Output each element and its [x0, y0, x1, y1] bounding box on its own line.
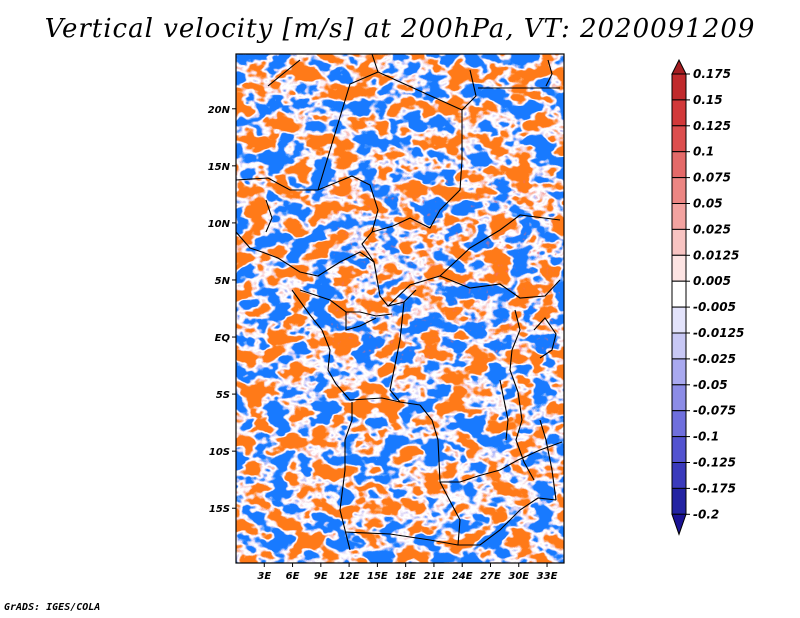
colorbar-swatch: [671, 73, 687, 101]
map-frame: [235, 53, 565, 564]
colorbar-swatch: [671, 410, 687, 438]
lon-tick-label: 30E: [508, 571, 529, 582]
lon-tick-label: 18E: [395, 571, 416, 582]
colorbar-label: -0.075: [693, 404, 736, 418]
colorbar-bottom-arrow: [671, 513, 687, 536]
lat-tick-label: 15N: [208, 162, 231, 173]
lat-tick-label: 10N: [208, 219, 231, 230]
colorbar-label: 0.025: [693, 222, 731, 236]
colorbar-swatch: [671, 358, 687, 386]
colorbar-label: 0.125: [693, 119, 731, 133]
footer-credit: GrADS: IGES/COLA: [4, 602, 101, 613]
lat-tick-label: 20N: [208, 105, 231, 116]
lat-tick-label: 10S: [209, 447, 230, 458]
colorbar-swatch: [671, 99, 687, 127]
lon-tick-label: 6E: [286, 571, 300, 582]
colorbar-label: 0.0125: [693, 248, 739, 262]
colorbar-swatch: [671, 384, 687, 412]
colorbar-label: -0.025: [693, 352, 736, 366]
colorbar-swatch: [671, 254, 687, 282]
lon-tick-label: 21E: [424, 571, 445, 582]
colorbar-label: -0.05: [693, 378, 728, 392]
colorbar-label: 0.05: [693, 197, 723, 211]
lat-tick-label: 5S: [216, 390, 230, 401]
map-title: Vertical velocity [m/s] at 200hPa, VT: 2…: [44, 14, 756, 44]
lat-tick-label: 15S: [209, 504, 230, 515]
colorbar-label: 0.075: [693, 171, 731, 185]
colorbar-label: 0.15: [693, 93, 723, 107]
colorbar-label: 0.175: [693, 67, 731, 81]
colorbar-swatch: [671, 151, 687, 179]
lon-tick-label: 27E: [480, 571, 501, 582]
country-borders: [236, 54, 563, 551]
colorbar-top-arrow: [671, 58, 687, 75]
velocity-field: [236, 54, 564, 563]
lon-tick-label: 33E: [537, 571, 558, 582]
lon-tick-label: 9E: [314, 571, 328, 582]
colorbar-swatch: [671, 177, 687, 205]
colorbar-swatch: [671, 332, 687, 360]
colorbar-swatch: [671, 203, 687, 230]
lon-tick-label: 3E: [257, 571, 271, 582]
colorbar-label: -0.175: [693, 481, 736, 495]
colorbar-label: -0.0125: [693, 326, 744, 340]
lon-tick-label: 12E: [339, 571, 360, 582]
lat-tick-label: EQ: [215, 333, 231, 344]
colorbar-swatch: [671, 280, 687, 308]
colorbar-swatch: [671, 436, 687, 464]
lon-tick-label: 24E: [452, 571, 473, 582]
colorbar-label: -0.1: [693, 430, 719, 444]
colorbar-label: 0.1: [693, 145, 714, 159]
longitude-axis: 3E 6E 9E 12E 15E 18E 21E 24E 27E 30E 33E: [257, 563, 558, 582]
colorbar-label: -0.125: [693, 456, 736, 470]
colorbar-swatch: [671, 125, 687, 153]
lat-tick-label: 5N: [215, 276, 231, 287]
colorbar-swatch: [671, 462, 687, 489]
colorbar-label: -0.2: [693, 507, 719, 521]
latitude-axis: 20N 15N 10N 5N EQ 5S 10S 15S: [208, 105, 236, 515]
colorbar-label: 0.005: [693, 274, 731, 288]
colorbar-label: -0.005: [693, 300, 736, 314]
colorbar-swatch: [671, 228, 687, 256]
colorbar-swatch: [671, 306, 687, 334]
colorbar-swatch: [671, 487, 687, 515]
lon-tick-label: 15E: [367, 571, 388, 582]
colorbar: 0.175 0.15 0.125 0.1 0.075 0.05 0.025 0.0125 0.0…: [671, 58, 744, 536]
